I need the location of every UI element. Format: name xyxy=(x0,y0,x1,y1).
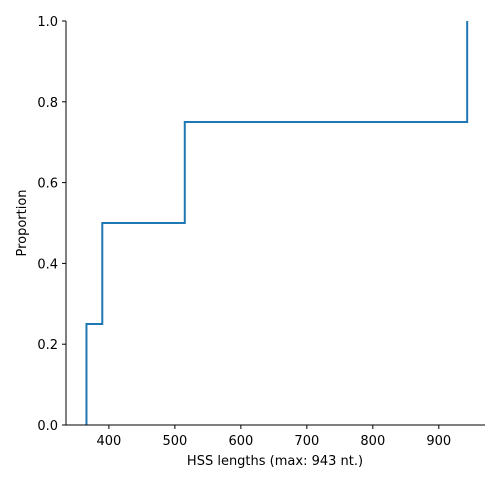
plot-area xyxy=(85,21,469,425)
y-tick-label: 0.0 xyxy=(37,419,58,434)
x-axis-ticks: 400 500 600 700 800 900 xyxy=(96,425,451,449)
y-tick-label: 0.8 xyxy=(37,96,58,111)
x-tick-label: 400 xyxy=(96,434,121,449)
y-tick-label: 1.0 xyxy=(37,15,58,30)
ecdf-step-line xyxy=(85,21,469,425)
y-tick-label: 0.4 xyxy=(37,257,58,272)
x-axis-label: HSS lengths (max: 943 nt.) xyxy=(187,454,363,469)
x-tick-label: 900 xyxy=(426,434,451,449)
y-axis-ticks: 0.0 0.2 0.4 0.6 0.8 1.0 xyxy=(37,15,66,434)
x-tick-label: 500 xyxy=(162,434,187,449)
y-tick-label: 0.2 xyxy=(37,338,58,353)
x-tick-label: 700 xyxy=(294,434,319,449)
y-tick-label: 0.6 xyxy=(37,177,58,192)
y-axis-label: Proportion xyxy=(15,189,30,256)
x-tick-label: 800 xyxy=(360,434,385,449)
x-tick-label: 600 xyxy=(228,434,253,449)
